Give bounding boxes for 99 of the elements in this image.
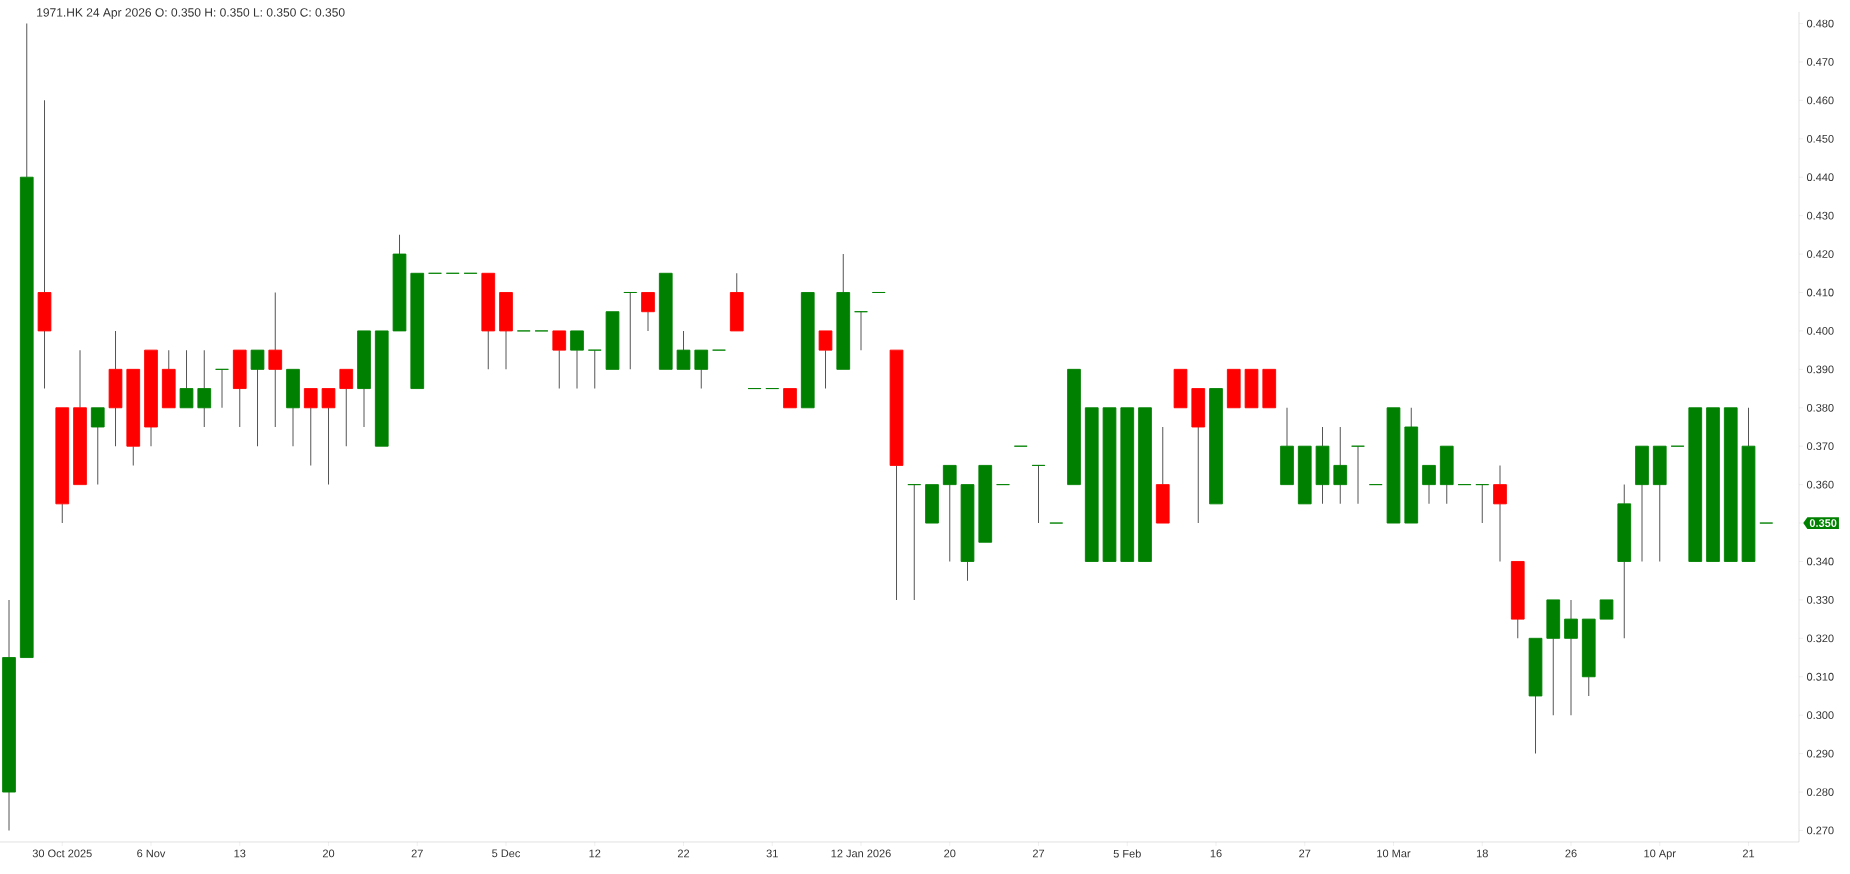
candlestick (126, 368, 141, 466)
candlestick (1333, 426, 1348, 505)
candlestick (587, 349, 602, 390)
text: 0.350 (1809, 519, 1837, 527)
candlestick (73, 349, 87, 486)
candlestick (1475, 484, 1490, 524)
x-tick-label: 20 (322, 849, 335, 858)
candlestick (570, 330, 584, 390)
candlestick (942, 464, 957, 562)
y-tick-label: 0.370 (1806, 442, 1834, 451)
candlestick (1635, 445, 1649, 562)
candlestick (215, 368, 229, 409)
y-tick-label: 0.300 (1806, 711, 1834, 720)
candlestick (1510, 561, 1525, 639)
candlestick (960, 484, 975, 582)
x-tick-label: 5 Feb (1113, 849, 1141, 858)
candlestick (108, 330, 123, 447)
y-tick-label: 0.390 (1806, 365, 1834, 374)
candlestick (339, 368, 354, 447)
candlestick (90, 407, 105, 486)
y-tick-label: 0.380 (1806, 403, 1834, 412)
candlestick (268, 292, 283, 428)
candlestick (1439, 445, 1454, 505)
y-tick-label: 0.320 (1806, 634, 1834, 643)
candlestick (250, 349, 265, 447)
x-tick-label: 27 (411, 849, 423, 858)
candlestick (1546, 599, 1561, 716)
y-tick-label: 0.430 (1806, 211, 1834, 220)
candlestick (144, 349, 158, 447)
y-tick-label: 0.420 (1806, 250, 1834, 258)
y-tick-label: 0.290 (1806, 749, 1834, 758)
candlestick (286, 368, 300, 447)
x-tick-label: 12 Jan 2026 (831, 849, 891, 858)
candlestick (818, 330, 833, 390)
candlestick (1652, 445, 1667, 562)
candlestick (552, 330, 567, 390)
candlestick (641, 292, 655, 332)
chart-title: 1971.HK 24 Apr 2026 O: 0.350 H: 0.350 L: 0.350 C: 0.350 (37, 8, 345, 20)
x-tick-label: 30 Oct 2025 (32, 849, 92, 858)
y-tick-label: 0.280 (1806, 788, 1834, 796)
candlestick (836, 253, 851, 370)
x-tick-label: 5 Dec (492, 849, 521, 858)
x-tick-label: 12 (589, 849, 601, 858)
candlestick (1564, 599, 1578, 716)
y-tick-label: 0.440 (1806, 173, 1834, 182)
y-tick-label: 0.330 (1806, 596, 1834, 604)
candlestick (907, 484, 922, 601)
x-tick-label: 20 (944, 849, 956, 858)
x-tick-label: 26 (1565, 849, 1577, 858)
candlestick (2, 599, 16, 831)
y-tick-label: 0.480 (1806, 19, 1834, 28)
candlestick (1493, 464, 1507, 562)
y-tick-label: 0.340 (1806, 557, 1834, 566)
x-tick-label: 6 Nov (137, 849, 166, 858)
candlestick (1315, 426, 1330, 505)
candlestick (179, 349, 194, 409)
candlestick (1155, 426, 1170, 524)
candlestick (197, 349, 212, 428)
candlestick (499, 292, 513, 370)
candlestick (55, 407, 70, 524)
x-tick-label: 22 (677, 849, 690, 858)
candlestick (1351, 445, 1365, 505)
candlestick (1422, 464, 1436, 505)
y-tick-label: 0.310 (1806, 672, 1834, 681)
candlestick (1617, 484, 1632, 639)
candlestick (232, 349, 247, 428)
x-tick-label: 10 Apr (1644, 849, 1676, 860)
y-tick-label: 0.400 (1806, 327, 1834, 335)
candlestick (321, 388, 336, 486)
x-tick-label: 21 (1742, 849, 1755, 858)
x-tick-label: 18 (1476, 849, 1488, 858)
candlestick (37, 99, 52, 390)
y-tick-label: 0.470 (1806, 58, 1834, 66)
candlestick (1741, 407, 1756, 562)
x-tick-label: 16 (1210, 849, 1222, 858)
candlestick (1031, 464, 1046, 524)
candlestick (481, 272, 496, 370)
candlestick (357, 330, 371, 428)
candlestick (694, 349, 709, 390)
y-tick-label: 0.270 (1806, 826, 1834, 835)
candlestick (1280, 407, 1294, 486)
candlestick (19, 23, 34, 658)
y-tick-label: 0.410 (1806, 288, 1834, 297)
y-tick-label: 0.360 (1806, 480, 1834, 489)
candlestick (854, 311, 868, 351)
y-tick-label: 0.450 (1806, 134, 1834, 143)
x-tick-label: 13 (234, 849, 246, 858)
x-tick-label: 10 Mar (1377, 849, 1411, 858)
candlestick (889, 349, 904, 601)
x-tick-label: 27 (1032, 849, 1045, 858)
candlestick (676, 330, 691, 370)
x-tick-label: 31 (766, 849, 778, 858)
candlestick (1191, 388, 1206, 524)
x-tick-label: 27 (1299, 849, 1311, 858)
y-tick-label: 0.460 (1806, 96, 1834, 105)
candlestick (1528, 637, 1543, 755)
candlestick (1581, 618, 1596, 697)
candlestick (303, 388, 318, 466)
candlestick (623, 292, 638, 370)
